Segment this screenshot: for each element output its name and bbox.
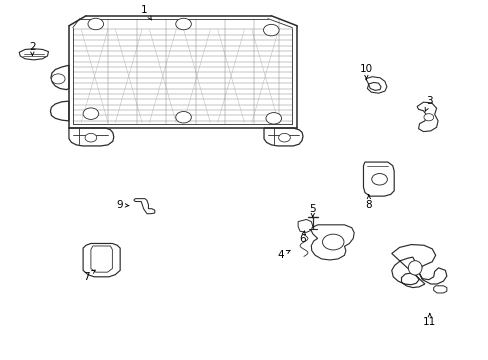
Circle shape xyxy=(175,18,191,30)
Circle shape xyxy=(265,113,281,124)
Text: 3: 3 xyxy=(424,96,432,112)
Circle shape xyxy=(85,134,97,142)
Circle shape xyxy=(51,74,65,84)
Polygon shape xyxy=(19,49,48,60)
Polygon shape xyxy=(264,128,303,146)
Circle shape xyxy=(88,18,103,30)
Polygon shape xyxy=(391,244,446,288)
Polygon shape xyxy=(134,199,155,214)
Circle shape xyxy=(83,108,99,120)
Text: 1: 1 xyxy=(141,5,151,20)
Text: 7: 7 xyxy=(82,270,95,282)
Circle shape xyxy=(423,114,433,121)
Text: 6: 6 xyxy=(299,231,305,244)
Polygon shape xyxy=(91,246,112,272)
Circle shape xyxy=(278,134,290,142)
Circle shape xyxy=(263,24,279,36)
Polygon shape xyxy=(433,286,446,293)
Text: 11: 11 xyxy=(422,314,435,327)
Circle shape xyxy=(322,234,343,250)
Text: 8: 8 xyxy=(365,194,371,210)
Polygon shape xyxy=(298,220,312,232)
Text: 4: 4 xyxy=(277,250,289,260)
Text: 9: 9 xyxy=(117,200,129,210)
Circle shape xyxy=(175,112,191,123)
Polygon shape xyxy=(83,243,120,277)
Polygon shape xyxy=(363,162,393,196)
Text: 5: 5 xyxy=(309,204,315,217)
Polygon shape xyxy=(50,101,69,121)
Polygon shape xyxy=(365,77,386,93)
Polygon shape xyxy=(416,102,437,132)
Polygon shape xyxy=(310,225,353,260)
Circle shape xyxy=(371,174,386,185)
Polygon shape xyxy=(69,128,114,146)
Polygon shape xyxy=(51,65,69,90)
Text: 10: 10 xyxy=(359,64,372,80)
Text: 2: 2 xyxy=(29,42,36,55)
Ellipse shape xyxy=(407,261,421,275)
